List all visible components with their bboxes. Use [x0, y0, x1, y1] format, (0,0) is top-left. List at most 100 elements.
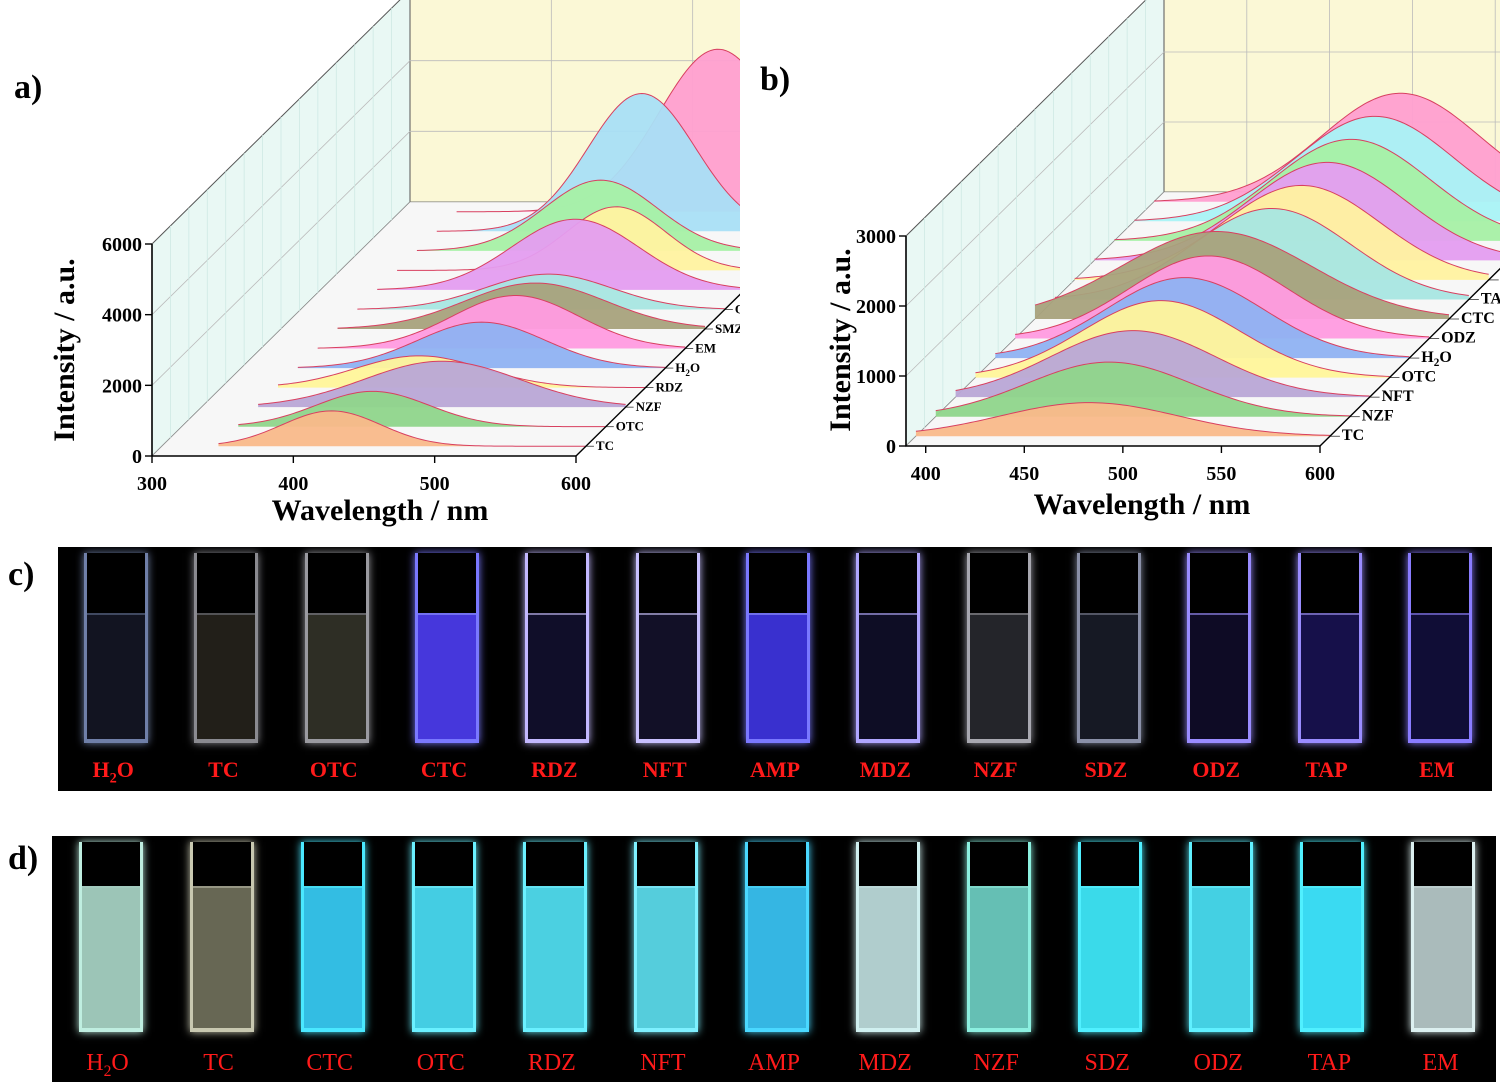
- cuvette-c: [84, 553, 149, 743]
- cuvette-liquid: [197, 613, 256, 739]
- cuvette-d: [633, 842, 698, 1032]
- cuvette-label: OTC: [309, 757, 358, 782]
- chart-b-series-label: OTC: [1401, 369, 1436, 386]
- cuvette-liquid: [525, 886, 584, 1028]
- chart-a-y-tick-label: 0: [132, 446, 142, 468]
- chart-a-y-tick-label: 2000: [102, 375, 142, 397]
- chart-a-series-line-nzf: [258, 360, 626, 405]
- cuvette-c: [415, 553, 480, 743]
- cuvette-c: [1076, 553, 1141, 743]
- chart-b-ylabel: Intensity / a.u.: [824, 248, 857, 431]
- chart-b-series-line-odz: [1015, 255, 1430, 338]
- cuvette-d: [745, 842, 809, 1032]
- cuvette-c: [194, 553, 259, 743]
- chart-b-y-tick-label: 2000: [856, 296, 896, 318]
- cuvette-label: EM: [1422, 1050, 1459, 1076]
- cuvette-label: TAP: [1307, 1050, 1352, 1076]
- cuvette-label: MDZ: [859, 757, 911, 782]
- chart-b-series-label: TAP: [1481, 290, 1500, 307]
- chart-b-x-tick-label: 600: [1305, 463, 1335, 485]
- chart-b-series-line-em: [1114, 138, 1500, 241]
- chart-b-series-line-otc: [975, 300, 1390, 377]
- chart-a-series-line-nft: [377, 218, 740, 290]
- cuvette-liquid: [303, 886, 362, 1028]
- chart-b-z-axis: [1319, 267, 1500, 447]
- chart-b-series: [915, 92, 1500, 437]
- cuvette-label: NZF: [973, 757, 1018, 782]
- chart-a-y-tick-label: 4000: [102, 305, 142, 327]
- chart-a-series-label: ODZ: [735, 301, 740, 316]
- cuvette-label: TC: [208, 757, 239, 782]
- cuvette-label: NZF: [973, 1050, 1019, 1076]
- cuvette-c: [1187, 553, 1252, 743]
- cuvette-d: [967, 842, 1032, 1032]
- chart-a-series-label: EM: [695, 341, 716, 356]
- chart-a-x-tick-label: 500: [420, 473, 450, 495]
- chart-b-x-tick-label: 400: [911, 463, 941, 485]
- cuvette-liquid: [418, 613, 477, 739]
- chart-a-x-tick-label: 400: [278, 473, 308, 495]
- chart-a-series-line-odz: [357, 273, 725, 310]
- cuvette-liquid: [969, 613, 1028, 739]
- cuvette-label: H2O: [86, 1050, 129, 1080]
- chart-b-axes: AMPSDZEMRDZMDZTAPCTCODZH2OOTCNFTNZFTC400…: [856, 226, 1500, 485]
- cuvette-d: [1078, 842, 1143, 1032]
- cuvette-c: [304, 553, 369, 743]
- cuvette-label: SDZ: [1084, 1050, 1130, 1076]
- cuvette-d: [189, 842, 254, 1032]
- cuvette-liquid: [1190, 613, 1249, 739]
- cuvette-label: ODZ: [1193, 1050, 1243, 1076]
- chart-b-series-label: NZF: [1362, 408, 1394, 425]
- chart-b: b) AMPSDZEMRDZMDZTAPCTCODZH2OOTCNFTNZFTC…: [760, 0, 1500, 521]
- chart-b-series-line-tc: [915, 402, 1330, 436]
- chart-a-axes: AMPTAPSDZCTCNFTODZSMZEMH2ORDZNZFOTCTC300…: [102, 234, 740, 495]
- cuvette-label: H2O: [92, 757, 134, 787]
- cuvette-label: EM: [1419, 757, 1455, 782]
- cuvette-label: OTC: [416, 1050, 465, 1076]
- chart-b-y-tick-label: 3000: [856, 226, 896, 248]
- cuvette-c: [1407, 553, 1472, 743]
- chart-b-series-tc: [915, 402, 1330, 437]
- cuvette-c: [856, 553, 921, 743]
- chart-a-series-line-rdz: [277, 355, 646, 389]
- chart-a-x-tick-label: 300: [137, 473, 167, 495]
- cuvette-liquid: [1079, 613, 1138, 739]
- cuvette-c: [746, 553, 810, 743]
- cuvette-liquid: [414, 886, 473, 1028]
- chart-a-series-tap: [436, 93, 740, 232]
- chart-a-series: [218, 48, 740, 447]
- cuvette-c: [1297, 553, 1362, 743]
- chart-b-series-line-nzf: [935, 361, 1350, 417]
- chart-b-series-line-nft: [955, 330, 1370, 397]
- chart-a-series-label: SMZ: [715, 321, 740, 336]
- cuvette-liquid: [859, 613, 918, 739]
- panel-letter-a: a): [14, 69, 42, 106]
- chart-b-series-line-sdz: [1134, 115, 1500, 221]
- cuvette-label: SDZ: [1084, 757, 1128, 782]
- chart-a: a) AMPTAPSDZCTCNFTODZSMZEMH2ORDZNZFOTCTC…: [14, 0, 740, 527]
- cuvette-d: [1189, 842, 1254, 1032]
- photo-strip-c: H2O TC OTC CTC RDZ NFT AMP MDZ NZF SDZ ODZ TAP EM: [58, 547, 1492, 791]
- chart-a-series-line-tc: [218, 410, 586, 447]
- chart-a-y-tick-label: 6000: [102, 234, 142, 256]
- chart-b-label-tail: O: [1439, 349, 1451, 366]
- chart-a-series-h2o: [297, 322, 666, 369]
- chart-b-series-label: H2O: [1421, 349, 1452, 369]
- chart-b-series-line-ctc: [1034, 231, 1450, 316]
- chart-b-series-label: ODZ: [1441, 330, 1476, 347]
- chart-a-series-label: OTC: [616, 419, 644, 434]
- cuvette-c: [525, 553, 590, 743]
- chart-b-x-tick-label: 550: [1206, 463, 1236, 485]
- cuvette-label-sub: 2: [109, 770, 117, 787]
- cuvette-d: [856, 842, 921, 1032]
- cuvette-liquid: [307, 613, 366, 739]
- chart-a-series-line-tap: [436, 93, 740, 232]
- cuvette-liquid: [859, 886, 918, 1028]
- chart-a-series-line-sdz: [416, 179, 740, 251]
- chart-a-series-tc: [218, 410, 586, 447]
- cuvette-liquid: [81, 886, 140, 1028]
- cuvette-d: [522, 842, 587, 1032]
- cuvette-label: CTC: [306, 1050, 354, 1076]
- cuvette-liquid: [749, 613, 807, 739]
- chart-a-series-nft: [377, 219, 740, 290]
